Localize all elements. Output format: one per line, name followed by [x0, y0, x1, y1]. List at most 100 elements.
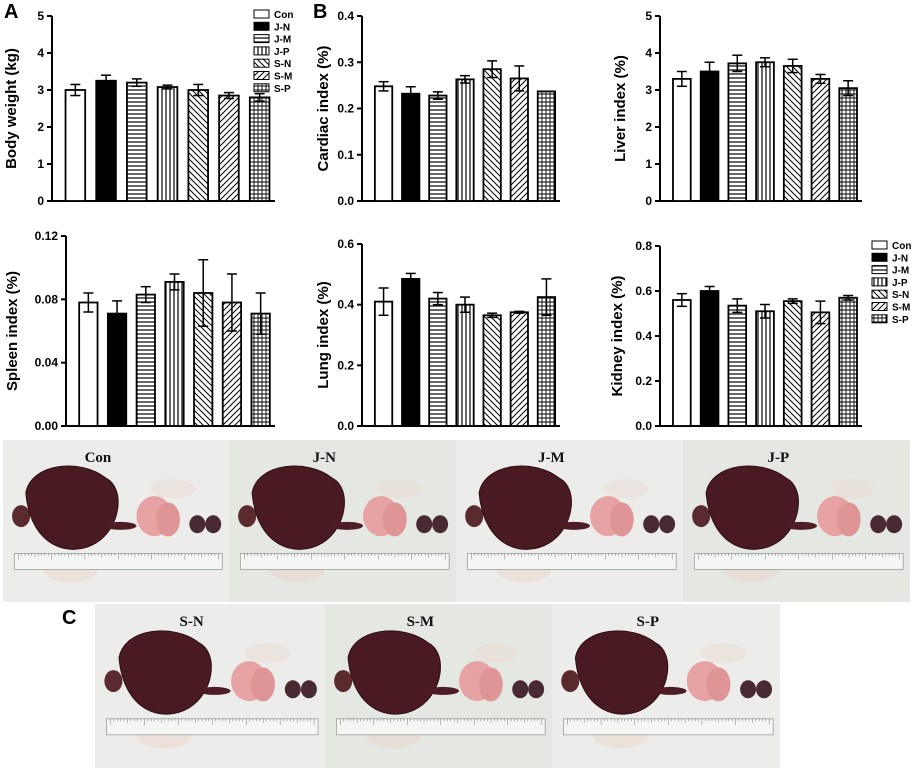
y-tick-label: 0.2 [337, 102, 354, 116]
bar-s-m [509, 311, 529, 427]
bar-j-p [455, 78, 475, 202]
kidney-organ [870, 515, 887, 534]
spleen-organ [785, 521, 818, 530]
lung-organ [478, 667, 503, 702]
legend-swatch [871, 240, 888, 250]
photo-s-p: S-P [552, 604, 780, 768]
y-tick-label: 0.6 [337, 237, 354, 251]
liver-organ [25, 465, 119, 550]
photo-title: S-M [407, 614, 435, 630]
heart-organ [465, 505, 484, 528]
bar-j-p [164, 281, 185, 427]
y-tick-label: 3 [645, 83, 652, 97]
bar-j-n [401, 92, 421, 202]
liver-organ [347, 630, 441, 715]
photo-scene: S-P [552, 604, 780, 768]
photo-scene: J-P [683, 440, 910, 602]
bar-con [78, 301, 99, 427]
heart-organ [238, 505, 257, 528]
liver-organ [478, 465, 572, 550]
bar-j-n [699, 290, 720, 427]
bar-con [672, 78, 692, 202]
spleen-organ [654, 686, 687, 695]
lung-organ [609, 502, 634, 537]
spleen-organ [427, 686, 460, 695]
legend-label: J-N [274, 22, 290, 33]
bar-s-m [810, 78, 831, 202]
panel-letter-a: A [4, 1, 18, 23]
y-tick-label: 0.0 [337, 194, 354, 208]
bar-s-p [536, 90, 557, 202]
y-tick-label: 0.0 [635, 419, 652, 433]
stain [830, 478, 876, 499]
bar-con [64, 89, 87, 202]
spleen-organ [331, 521, 364, 530]
bar-s-p [248, 96, 271, 202]
bar-j-p [755, 310, 775, 427]
y-tick-label: 0.2 [337, 358, 354, 372]
panel-letter-b: B [313, 1, 327, 23]
liver-organ [118, 630, 212, 715]
kidney-organ [528, 680, 545, 699]
y-axis-label: Lung index (%) [315, 281, 332, 389]
bar-j-p [156, 86, 179, 202]
bar-s-m [218, 94, 240, 202]
photo-scene: Con [3, 440, 229, 602]
y-tick-label: 0.4 [337, 9, 354, 23]
chart-1: 0.0 0.1 0.2 0.3 0.4 Cardiac index (%) [315, 9, 560, 208]
y-tick-label: 0.4 [337, 298, 354, 312]
y-axis-label: Kidney index (%) [609, 276, 626, 397]
bar-j-m [428, 94, 448, 202]
ruler [106, 718, 319, 736]
photo-j-n: J-N [229, 440, 456, 602]
bar-s-p [536, 296, 557, 427]
legend-label: J-M [274, 35, 291, 46]
kidney-organ [740, 680, 757, 699]
bar-s-n [482, 68, 502, 202]
photo-s-n: S-N [95, 604, 325, 768]
heart-organ [334, 670, 353, 693]
y-tick-label: 5 [645, 9, 652, 23]
lung-organ [706, 667, 731, 702]
y-tick-label: 2 [37, 120, 44, 134]
stain [603, 478, 649, 499]
y-tick-label: 0.04 [35, 356, 59, 370]
bar-s-p [838, 87, 858, 202]
y-tick-label: 0.8 [635, 239, 652, 253]
legend-swatch [253, 46, 270, 56]
y-tick-label: 1 [37, 157, 44, 171]
kidney-organ [432, 515, 449, 534]
photo-title: J-P [768, 450, 790, 466]
lung-organ [836, 502, 861, 537]
legend-label: J-P [892, 278, 908, 289]
heart-organ [561, 670, 580, 693]
stain [376, 478, 422, 499]
heart-organ [692, 505, 711, 528]
bar-s-n [482, 314, 502, 427]
spleen-organ [198, 686, 231, 695]
legend-label: J-N [892, 253, 908, 264]
legend-swatch [871, 289, 888, 299]
kidney-organ [416, 515, 433, 534]
y-tick-label: 0.00 [35, 419, 59, 433]
legend-swatch [871, 265, 888, 275]
bar-s-p [838, 296, 858, 427]
kidney-organ [205, 515, 222, 534]
legend-label: S-P [274, 84, 291, 95]
y-tick-label: 0 [37, 194, 44, 208]
heart-organ [104, 670, 123, 693]
y-axis-label: Spleen index (%) [4, 271, 21, 391]
y-tick-label: 1 [645, 157, 652, 171]
y-tick-label: 0.12 [35, 229, 59, 243]
legend-swatch [253, 34, 270, 44]
legend-swatch [871, 314, 888, 324]
bar-s-m [509, 77, 529, 202]
photo-scene: S-M [325, 604, 552, 768]
bar-con [672, 299, 692, 427]
legend-label: Con [892, 241, 911, 252]
lung-organ [155, 502, 180, 537]
photo-title: Con [85, 450, 112, 466]
photo-j-m: J-M [456, 440, 683, 602]
legend-swatch [253, 21, 270, 31]
liver-organ [251, 465, 345, 550]
